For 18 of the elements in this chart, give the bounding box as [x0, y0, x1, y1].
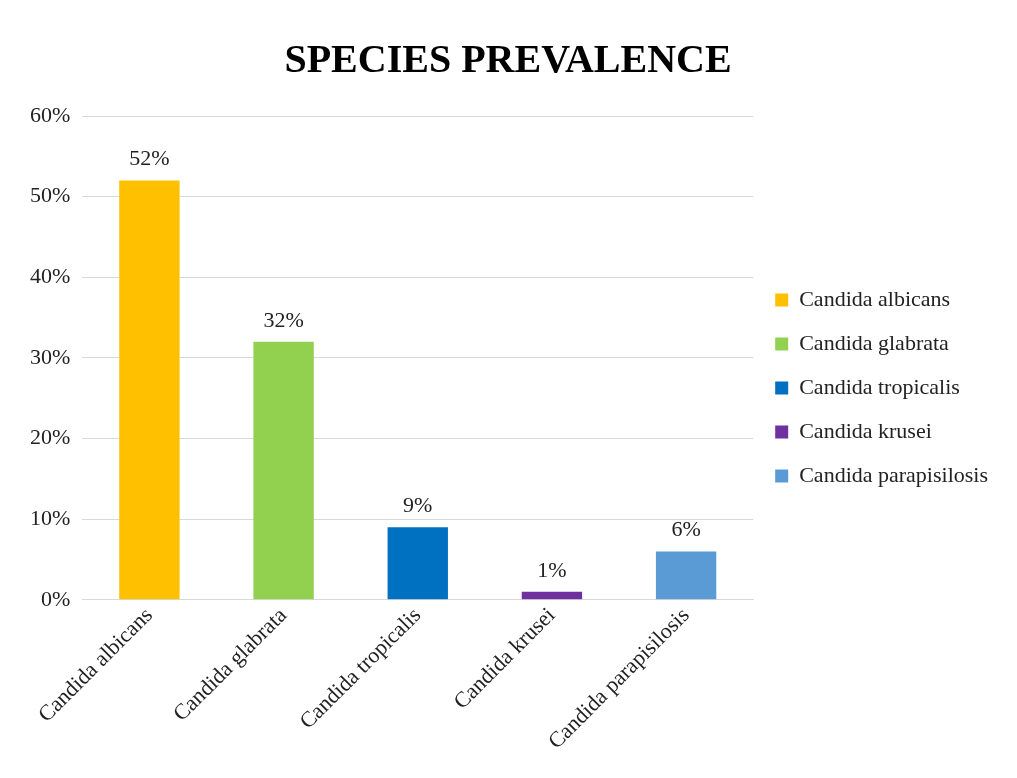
y-tick-label: 20% — [30, 424, 71, 450]
legend-label: Candida krusei — [799, 417, 932, 443]
y-tick-label: 60% — [30, 101, 71, 127]
y-tick-label: 30% — [30, 343, 71, 369]
y-tick-label: 50% — [30, 182, 71, 208]
legend-label: Candida glabrata — [799, 329, 950, 355]
y-tick-label: 10% — [30, 504, 71, 530]
legend-label: Candida parapisilosis — [799, 461, 989, 487]
data-label: 1% — [537, 556, 567, 582]
legend-label: Candida tropicalis — [799, 373, 960, 399]
y-tick-label: 0% — [41, 585, 71, 611]
data-label: 32% — [263, 306, 304, 332]
data-label: 52% — [129, 145, 170, 171]
legend-label: Candida albicans — [799, 285, 951, 311]
data-label: 9% — [403, 492, 433, 518]
chart-title: SPECIES PREVALENCE — [284, 36, 732, 82]
y-tick-label: 40% — [30, 263, 71, 289]
data-label: 6% — [671, 516, 701, 542]
